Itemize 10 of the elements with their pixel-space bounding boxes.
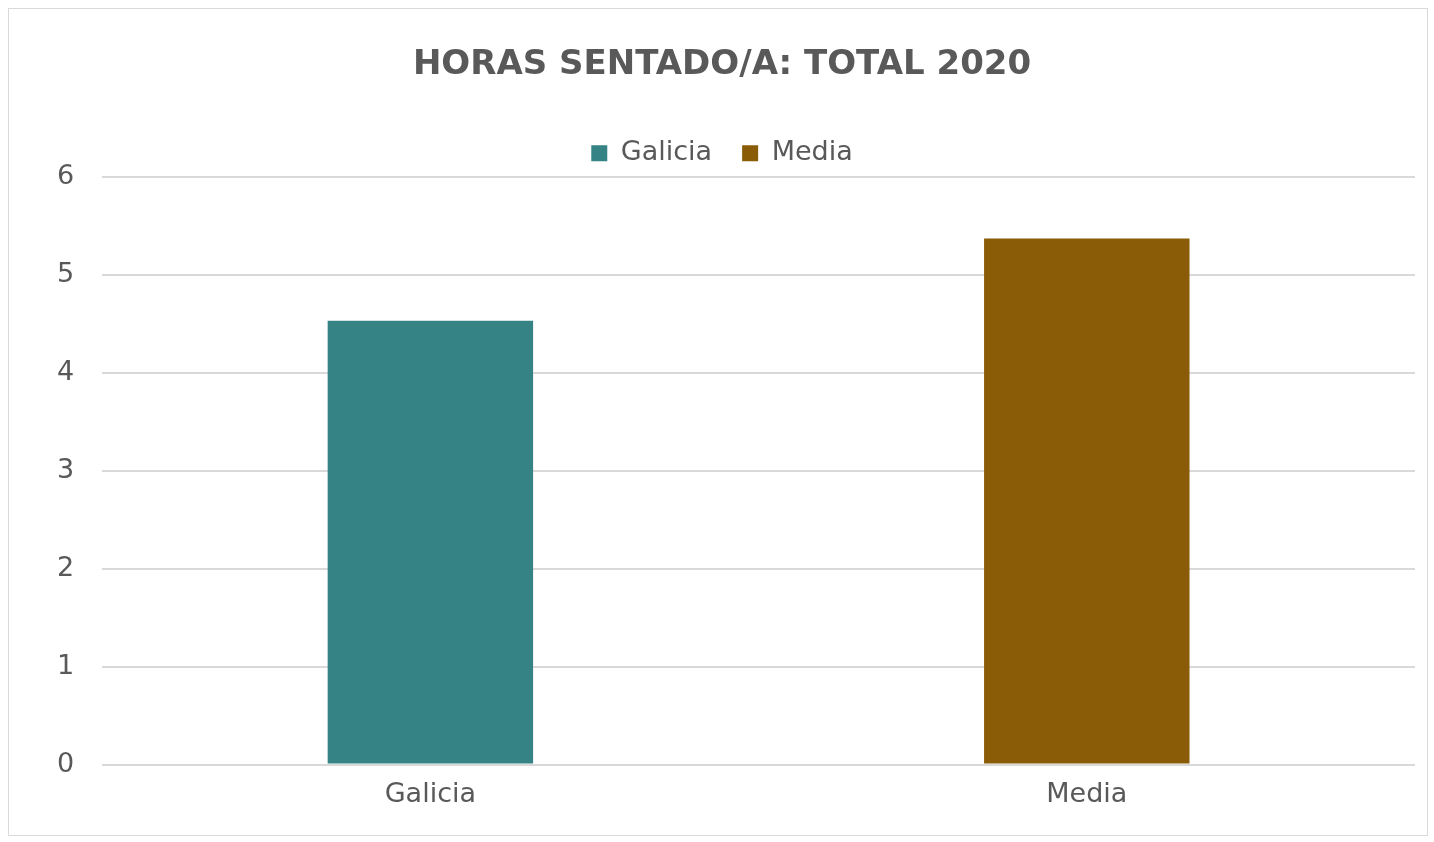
y-tick-label: 3 <box>56 452 75 484</box>
legend-label: Galicia <box>620 135 713 167</box>
legend-label: Media <box>771 135 853 167</box>
y-tick-label: 2 <box>56 550 75 582</box>
y-tick-label: 0 <box>56 746 75 778</box>
y-tick-label: 5 <box>56 256 75 288</box>
y-tick-label: 6 <box>56 158 75 190</box>
y-tick-label: 1 <box>56 648 75 680</box>
chart-title: HORAS SENTADO/A: TOTAL 2020 <box>412 42 1032 83</box>
y-tick-label: 4 <box>56 354 75 386</box>
